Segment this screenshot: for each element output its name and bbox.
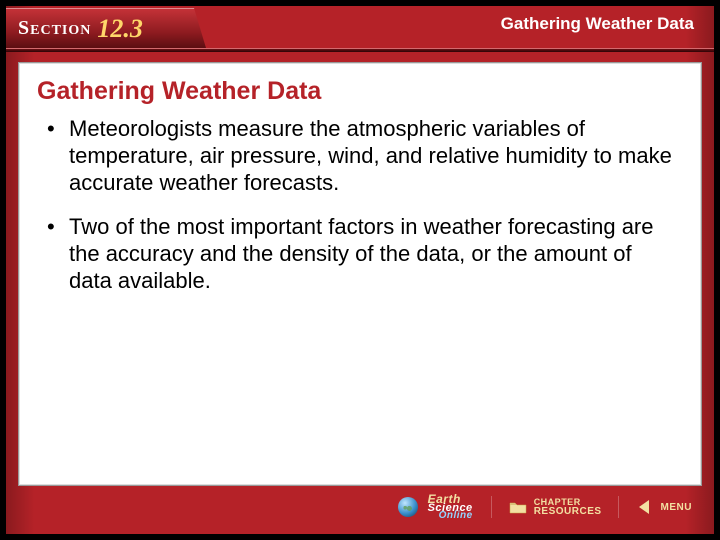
chapter-resources-button[interactable]: CHAPTER RESOURCES: [508, 497, 602, 517]
bullet-item: Meteorologists measure the atmospheric v…: [45, 116, 675, 196]
section-tab: Section 12.3: [6, 8, 206, 48]
section-number: 12.3: [97, 14, 143, 44]
logo-line3: Online: [439, 512, 473, 521]
footer-divider: [491, 496, 492, 518]
section-label: Section: [18, 17, 91, 40]
content-title: Gathering Weather Data: [19, 63, 701, 116]
header-divider: [6, 48, 714, 52]
menu-label: MENU: [661, 502, 692, 513]
earth-science-online-button[interactable]: Earth Science Online: [398, 494, 475, 520]
bullet-list: Meteorologists measure the atmospheric v…: [19, 116, 701, 295]
footer-nav: Earth Science Online CHAPTER RESOURCES: [18, 490, 702, 524]
earth-science-logo: Earth Science Online: [428, 494, 473, 520]
content-panel: Gathering Weather Data Meteorologists me…: [18, 62, 702, 486]
globe-icon: [398, 497, 418, 517]
header-title: Gathering Weather Data: [501, 14, 694, 34]
menu-back-icon: [635, 497, 655, 517]
footer-divider: [618, 496, 619, 518]
slide: Section 12.3 Gathering Weather Data Gath…: [6, 6, 714, 534]
menu-button[interactable]: MENU: [635, 497, 692, 517]
folder-icon: [508, 497, 528, 517]
chapter-resources-label: CHAPTER RESOURCES: [534, 498, 602, 517]
bullet-item: Two of the most important factors in wea…: [45, 214, 675, 294]
slide-header: Section 12.3 Gathering Weather Data: [6, 6, 714, 54]
